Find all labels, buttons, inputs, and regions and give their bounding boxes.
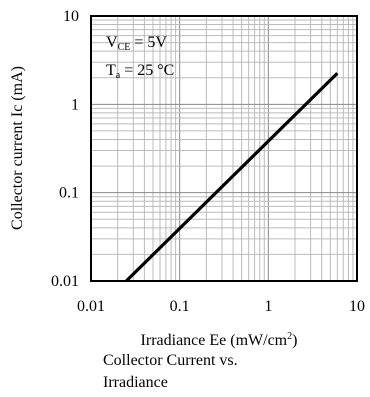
y-tick-label: 0.01 xyxy=(51,273,79,290)
vce-annotation: VCE = 5V xyxy=(106,34,167,53)
x-tick-label: 1 xyxy=(264,298,272,315)
series-layer xyxy=(125,72,339,283)
chart-grid xyxy=(91,16,357,281)
y-axis-label: Collector current Ic (mA) xyxy=(9,66,26,230)
y-tick-label: 0.1 xyxy=(59,185,79,202)
plot-frame xyxy=(90,15,358,282)
x-tick-labels: 0.01 0.1 1 10 xyxy=(77,298,365,315)
y-tick-label: 10 xyxy=(63,8,79,25)
x-axis-label: Irradiance Ee (mW/cm2) xyxy=(141,331,298,349)
ta-annotation: Ta = 25 °C xyxy=(106,62,174,81)
x-tick-label: 0.01 xyxy=(77,298,105,315)
x-tick-label: 10 xyxy=(349,298,365,315)
x-tick-label: 0.1 xyxy=(170,298,190,315)
chart-caption: Collector Current vs. Irradiance xyxy=(103,352,238,391)
y-tick-labels: 0.01 0.1 1 10 xyxy=(51,8,79,290)
y-tick-label: 1 xyxy=(71,96,79,113)
series-line xyxy=(125,72,339,283)
